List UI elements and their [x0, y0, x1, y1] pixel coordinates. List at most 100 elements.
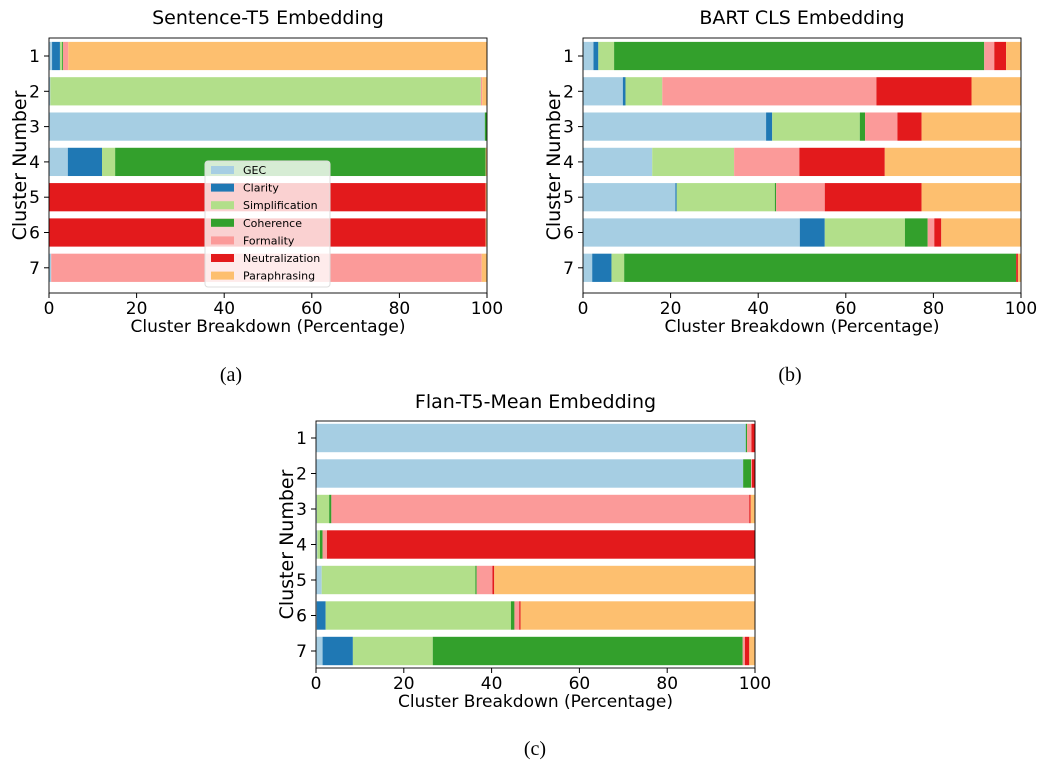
y-tick-label: 2 — [296, 465, 307, 485]
bar-coherence-cluster-7 — [432, 636, 743, 666]
bar-paraphrasing-cluster-1 — [68, 41, 487, 71]
bar-clarity-cluster-3 — [766, 112, 773, 141]
bar-neutralization-cluster-2 — [876, 77, 972, 106]
bar-neutralization-cluster-1 — [751, 423, 755, 453]
bar-coherence-cluster-6 — [904, 218, 928, 247]
legend-box — [204, 160, 331, 288]
x-tick-label: 40 — [481, 674, 503, 694]
legend-label-formality: Formality — [243, 234, 295, 247]
bar-paraphrasing-cluster-7 — [481, 253, 487, 282]
bar-paraphrasing-cluster-2 — [971, 77, 1021, 106]
legend-swatch-neutralization — [211, 254, 234, 262]
bar-neutralization-cluster-2 — [751, 459, 755, 488]
legend-swatch-formality — [211, 236, 234, 245]
subfigure-caption: (b) — [778, 364, 801, 386]
bar-gec-cluster-7 — [583, 253, 593, 282]
bar-simplification-cluster-4 — [317, 530, 320, 559]
x-tick-label: 40 — [213, 299, 235, 319]
y-tick-label: 2 — [563, 82, 574, 102]
bar-gec-cluster-2 — [49, 77, 51, 106]
y-tick-label: 1 — [29, 47, 40, 67]
bar-formality-cluster-6 — [514, 601, 520, 630]
bar-paraphrasing-cluster-3 — [750, 494, 755, 524]
y-tick-label: 4 — [563, 153, 574, 173]
x-tick-label: 20 — [393, 674, 415, 694]
legend-label-simplification: Simplification — [243, 199, 318, 212]
bar-formality-cluster-2 — [662, 77, 877, 106]
bar-simplification-cluster-4 — [101, 147, 116, 177]
bar-simplification-cluster-5 — [321, 565, 476, 595]
bar-formality-cluster-3 — [331, 494, 750, 524]
bar-paraphrasing-cluster-7 — [749, 636, 755, 666]
bar-simplification-cluster-3 — [316, 494, 330, 524]
bar-simplification-cluster-7 — [611, 253, 625, 282]
bar-formality-cluster-7 — [742, 636, 745, 666]
y-tick-label: 3 — [296, 500, 307, 520]
chart-title: Flan-T5-Mean Embedding — [415, 391, 656, 413]
bar-gec-cluster-7 — [49, 253, 52, 282]
y-axis-label: Cluster Number — [9, 90, 31, 240]
axes-frame — [582, 37, 1022, 294]
bar-simplification-cluster-1 — [59, 41, 63, 71]
bar-neutralization-cluster-6 — [934, 218, 942, 247]
subfigure-caption: (c) — [524, 738, 546, 760]
bar-clarity-cluster-6 — [316, 601, 326, 630]
x-tick-label: 40 — [747, 299, 769, 319]
y-tick-label: 7 — [563, 259, 574, 279]
bar-coherence-cluster-1 — [614, 41, 985, 71]
bar-paraphrasing-cluster-3 — [921, 112, 1021, 141]
axes-frame — [315, 420, 756, 669]
bar-neutralization-cluster-4 — [326, 530, 755, 559]
axes-frame — [48, 37, 488, 294]
legend-label-paraphrasing: Paraphrasing — [243, 270, 315, 283]
x-axis-label: Cluster Breakdown (Percentage) — [665, 317, 940, 337]
legend-label-neutralization: Neutralization — [243, 252, 320, 265]
y-tick-label: 3 — [29, 118, 40, 138]
bar-simplification-cluster-2 — [625, 77, 663, 106]
x-tick-label: 80 — [923, 299, 945, 319]
chart-b: 1 2 3 4 5 6 70 20 40 60 80 100 BART CLS Embedding Clu… — [543, 7, 1037, 386]
bar-formality-cluster-3 — [865, 112, 898, 141]
bar-gec-cluster-5 — [583, 183, 676, 212]
bar-coherence-cluster-4 — [319, 530, 323, 559]
bar-simplification-cluster-7 — [352, 636, 433, 666]
bar-paraphrasing-cluster-6 — [485, 218, 487, 247]
bar-coherence-cluster-3 — [484, 112, 487, 141]
y-tick-label: 5 — [296, 571, 307, 591]
bar-clarity-cluster-7 — [322, 636, 353, 666]
bar-coherence-cluster-6 — [510, 601, 515, 630]
bar-paraphrasing-cluster-6 — [941, 218, 1021, 247]
bar-formality-cluster-1 — [747, 423, 752, 453]
chart-title: Sentence-T5 Embedding — [152, 7, 384, 29]
bar-coherence-cluster-5 — [774, 183, 777, 212]
bar-gec-cluster-1 — [583, 41, 594, 71]
x-tick-label: 100 — [1005, 299, 1037, 319]
bar-simplification-cluster-6 — [824, 218, 905, 247]
x-tick-label: 80 — [389, 299, 411, 319]
bar-gec-cluster-4 — [316, 530, 318, 559]
y-tick-label: 4 — [296, 536, 307, 556]
legend-swatch-gec — [211, 166, 234, 174]
bar-simplification-cluster-6 — [325, 601, 511, 630]
bar-neutralization-cluster-6 — [519, 601, 521, 630]
bar-gec-cluster-4 — [583, 147, 653, 177]
bar-gec-cluster-2 — [316, 459, 744, 488]
bar-formality-cluster-1 — [984, 41, 995, 71]
bar-simplification-cluster-5 — [676, 183, 775, 212]
bar-coherence-cluster-3 — [859, 112, 866, 141]
bar-paraphrasing-cluster-5 — [494, 565, 755, 595]
bar-formality-cluster-2 — [480, 77, 483, 106]
bar-coherence-cluster-3 — [329, 494, 332, 524]
x-tick-label: 80 — [656, 674, 678, 694]
bar-paraphrasing-cluster-4 — [485, 147, 487, 177]
bar-clarity-cluster-1 — [593, 41, 599, 71]
bar-coherence-cluster-5 — [475, 565, 477, 595]
bar-gec-cluster-4 — [49, 147, 68, 177]
bar-paraphrasing-cluster-7 — [1017, 253, 1021, 282]
chart-c: 1 2 3 4 5 6 70 20 40 60 80 100 Flan-T5-Mean Embeddin… — [276, 391, 771, 760]
chart-title: BART CLS Embedding — [699, 7, 904, 29]
bar-formality-cluster-5 — [776, 183, 825, 212]
y-tick-label: 5 — [29, 188, 40, 208]
bar-simplification-cluster-1 — [598, 41, 615, 71]
subfigure-caption: (a) — [220, 364, 242, 386]
